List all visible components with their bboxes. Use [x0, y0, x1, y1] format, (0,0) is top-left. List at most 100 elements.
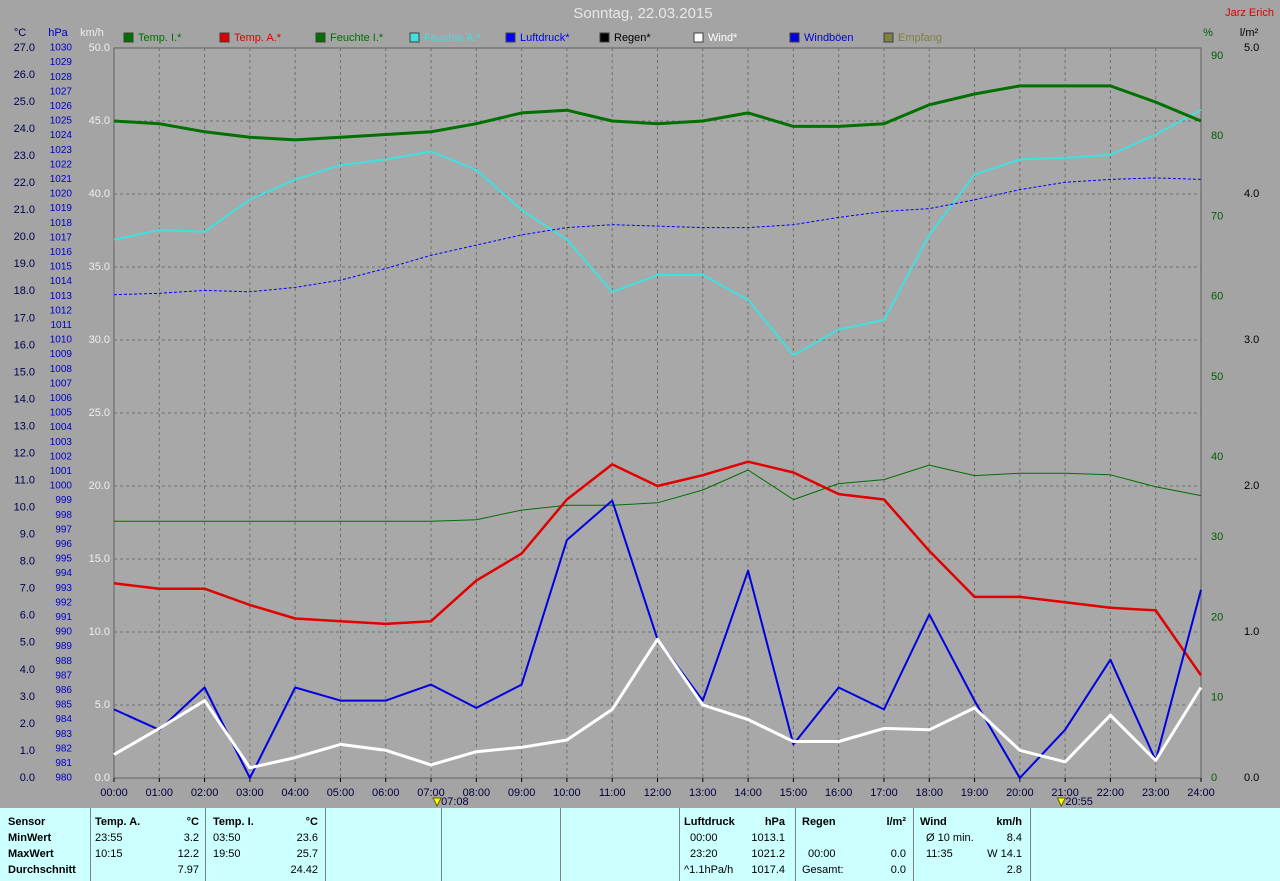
- group-unit: °C: [186, 816, 199, 828]
- y-tick-label: 987: [55, 670, 72, 681]
- y-tick-label: 25.0: [14, 96, 35, 108]
- x-tick-label: 10:00: [553, 787, 581, 799]
- x-tick-label: 02:00: [191, 787, 219, 799]
- y-tick-label: 10.0: [14, 502, 35, 514]
- series-line: [113, 177, 1202, 296]
- stat-value: 2.8: [1006, 864, 1022, 876]
- y-tick-label: 986: [55, 685, 72, 696]
- x-tick-label: 20:00: [1006, 787, 1034, 799]
- y-tick-label: 1027: [50, 86, 73, 97]
- y-tick-label: 45.0: [89, 115, 110, 127]
- stat-value: 8.4: [1006, 832, 1022, 844]
- sun-label: 20:55: [1065, 796, 1093, 808]
- y-tick-label: 980: [55, 773, 72, 784]
- y-tick-label: 1007: [50, 378, 73, 389]
- stat-value: 3.2: [183, 832, 199, 844]
- y-tick-label: 24.0: [14, 123, 35, 135]
- column-divider: [205, 808, 206, 881]
- x-tick-label: 04:00: [281, 787, 309, 799]
- y-tick-label: 1017: [50, 232, 73, 243]
- stat-value: 0.0: [890, 864, 906, 876]
- x-tick-label: 15:00: [780, 787, 808, 799]
- y-tick-label: 1029: [50, 57, 73, 68]
- y-tick-label: 90: [1211, 50, 1223, 62]
- y-tick-label: 988: [55, 656, 72, 667]
- x-tick-label: 07:00: [417, 787, 445, 799]
- y-tick-label: 992: [55, 597, 72, 608]
- group-unit: l/m²: [886, 816, 906, 828]
- y-tick-label: 1025: [50, 116, 73, 127]
- stat-time: 10:15: [95, 848, 123, 860]
- stat-value: 25.7: [296, 848, 318, 860]
- x-tick-label: 24:00: [1187, 787, 1215, 799]
- y-tick-label: 982: [55, 743, 72, 754]
- stat-time: Gesamt:: [802, 864, 844, 876]
- x-tick-label: 17:00: [870, 787, 898, 799]
- stat-time: 11:35: [926, 848, 953, 860]
- y-tick-label: 20.0: [14, 231, 35, 243]
- stat-value: 1021.2: [751, 848, 785, 860]
- y-tick-label: 1009: [50, 349, 73, 360]
- y-tick-label: 1000: [50, 481, 73, 492]
- y-tick-label: 50: [1211, 371, 1223, 383]
- stat-time: 03:50: [213, 832, 241, 844]
- y-tick-label: 20.0: [89, 480, 110, 492]
- y-tick-label: 1013: [50, 291, 73, 302]
- y-tick-label: 989: [55, 641, 72, 652]
- axis-unit: l/m²: [1240, 27, 1259, 39]
- y-tick-label: 60: [1211, 291, 1223, 303]
- y-tick-label: 4.0: [20, 664, 35, 676]
- author: Jarz Erich: [1225, 7, 1274, 19]
- y-tick-label: 16.0: [14, 339, 35, 351]
- legend-label: Temp. I.*: [138, 32, 182, 44]
- x-tick-label: 09:00: [508, 787, 536, 799]
- x-tick-label: 16:00: [825, 787, 853, 799]
- y-tick-label: 20: [1211, 611, 1223, 623]
- y-tick-label: 50.0: [89, 42, 110, 54]
- y-tick-label: 6.0: [20, 610, 35, 622]
- y-tick-label: 2.0: [1244, 480, 1259, 492]
- group-name: Temp. I.: [213, 816, 254, 828]
- y-tick-label: 5.0: [20, 637, 35, 649]
- x-tick-label: 19:00: [961, 787, 989, 799]
- x-tick-label: 23:00: [1142, 787, 1170, 799]
- legend-label: Feuchte A.*: [424, 32, 482, 44]
- y-tick-label: 2.0: [20, 718, 35, 730]
- axis-unit: °C: [14, 27, 26, 39]
- legend-swatch: [505, 32, 516, 43]
- group-name: Wind: [920, 816, 947, 828]
- column-divider: [795, 808, 796, 881]
- legend-swatch: [599, 32, 610, 43]
- y-tick-label: 0.0: [1244, 772, 1259, 784]
- y-tick-label: 1.0: [1244, 626, 1259, 638]
- legend-label: Luftdruck*: [520, 32, 570, 44]
- y-tick-label: 40: [1211, 451, 1223, 463]
- y-tick-label: 1015: [50, 262, 73, 273]
- stat-value: 0.0: [890, 848, 906, 860]
- y-tick-label: 30: [1211, 531, 1223, 543]
- stat-time: 19:50: [213, 848, 241, 860]
- y-tick-label: 1026: [50, 101, 73, 112]
- x-tick-label: 13:00: [689, 787, 717, 799]
- y-tick-label: 4.0: [1244, 188, 1259, 200]
- y-tick-label: 1.0: [20, 745, 35, 757]
- stat-time: ^1.1hPa/h: [684, 864, 734, 876]
- group-name: Luftdruck: [684, 816, 735, 828]
- series-line: [114, 464, 1202, 522]
- y-tick-label: 991: [55, 612, 72, 623]
- axis-unit: km/h: [80, 27, 104, 39]
- stat-value: 1013.1: [751, 832, 785, 844]
- y-tick-label: 13.0: [14, 420, 35, 432]
- y-tick-label: 21.0: [14, 204, 35, 216]
- y-tick-label: 14.0: [14, 393, 35, 405]
- legend-swatch: [315, 32, 326, 43]
- y-tick-label: 1002: [50, 451, 73, 462]
- group-unit: °C: [305, 816, 318, 828]
- legend-swatch: [219, 32, 230, 43]
- column-divider: [560, 808, 561, 881]
- y-tick-label: 5.0: [1244, 42, 1259, 54]
- y-tick-label: 1022: [50, 159, 73, 170]
- group-unit: km/h: [996, 816, 1022, 828]
- y-tick-label: 26.0: [14, 69, 35, 81]
- axis-unit: hPa: [48, 27, 68, 39]
